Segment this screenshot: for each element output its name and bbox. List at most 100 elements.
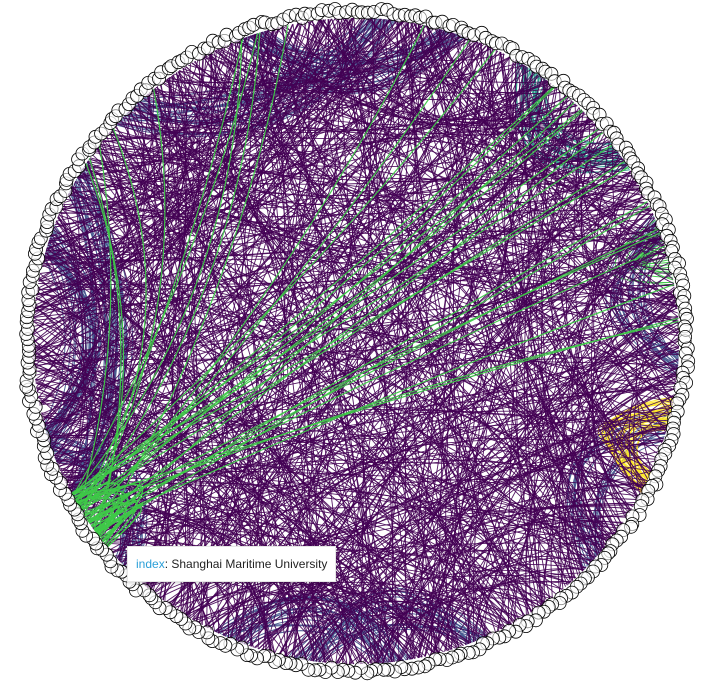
chord-edge xyxy=(417,232,661,658)
chord-edge-green xyxy=(91,201,648,528)
chord-edge xyxy=(116,123,654,216)
chord-edge xyxy=(572,426,668,572)
chord-edge xyxy=(483,519,623,638)
chord-edge xyxy=(38,279,493,635)
chord-edge xyxy=(164,33,458,84)
chord-edge xyxy=(489,47,643,192)
chord-edge xyxy=(127,111,616,534)
chord-edge xyxy=(93,519,512,625)
chord-edge xyxy=(71,492,571,584)
chord-edge-green xyxy=(96,205,650,535)
chord-edge xyxy=(192,599,464,646)
chord-edge-green xyxy=(78,144,112,508)
chord-edge-green xyxy=(94,102,575,532)
chord-edge xyxy=(252,31,450,90)
chord-edge-green xyxy=(80,32,261,511)
chord-edge xyxy=(74,181,592,563)
chord-edge xyxy=(215,592,507,633)
chord-edge xyxy=(97,340,680,535)
chord-edge xyxy=(116,36,249,559)
chord-edge xyxy=(451,50,497,650)
chord-edge xyxy=(229,549,597,639)
chord-edge xyxy=(57,217,321,663)
chord-edge xyxy=(158,19,322,598)
chord-edge-green xyxy=(81,96,568,512)
graph-node[interactable] xyxy=(678,329,692,344)
chord-edge xyxy=(98,159,624,537)
chord-edge xyxy=(56,437,662,462)
chord-edge xyxy=(476,336,680,641)
chord-edge xyxy=(41,416,505,629)
chord-edge xyxy=(44,31,450,427)
chord-edge xyxy=(149,58,201,591)
chord-edge xyxy=(404,21,525,618)
chord-edge xyxy=(335,32,454,664)
chord-edge xyxy=(82,169,663,240)
chord-edge xyxy=(338,229,660,664)
chord-edge xyxy=(255,521,624,649)
chord-edge xyxy=(36,161,625,391)
chord-edge xyxy=(315,597,547,662)
chord-edge xyxy=(198,34,255,624)
hover-tooltip: index: Shanghai Maritime University xyxy=(127,546,337,582)
chord-edge xyxy=(312,20,439,654)
chord-edge xyxy=(318,19,512,79)
chord-edge xyxy=(33,321,243,644)
chord-edge xyxy=(609,212,672,410)
chord-edge xyxy=(38,51,213,282)
chord-edge xyxy=(550,100,600,554)
chord-edge-green xyxy=(89,228,660,524)
band-left-slate xyxy=(43,257,66,425)
chord-edge-green xyxy=(83,89,166,515)
chord-edge xyxy=(67,194,678,308)
chord-edge-green xyxy=(74,85,555,501)
chord-edge xyxy=(449,31,663,239)
chord-edge xyxy=(312,503,635,662)
chord-edge xyxy=(33,351,488,637)
chord-edge xyxy=(327,19,518,622)
chord-edge xyxy=(385,19,573,582)
chord-edge xyxy=(82,29,442,170)
chord-edge-green xyxy=(88,132,604,524)
band-right-slate xyxy=(619,228,679,364)
chord-edge-green xyxy=(95,515,126,542)
chord-edge xyxy=(467,376,678,645)
chord-edge xyxy=(69,27,279,193)
chord-edge xyxy=(173,100,573,608)
chord-edge xyxy=(77,69,532,182)
chord-edge xyxy=(574,103,671,416)
chord-edge xyxy=(36,22,303,292)
chord-edge xyxy=(34,18,381,306)
chord-edge-green xyxy=(76,317,679,504)
chord-edge xyxy=(39,273,436,655)
chord-edge xyxy=(580,318,679,549)
chord-edge xyxy=(345,18,576,579)
chord-edge-green xyxy=(73,488,96,506)
chord-edge xyxy=(209,52,649,204)
chord-edge-green xyxy=(71,109,582,495)
chord-edge xyxy=(64,46,224,203)
chord-edge xyxy=(149,189,642,590)
chord-edge-green xyxy=(87,25,425,522)
chord-edge xyxy=(108,132,492,635)
chord-edge-green xyxy=(74,479,112,502)
chord-edge xyxy=(96,235,662,535)
chord-edge xyxy=(348,43,483,664)
chord-edge xyxy=(452,36,471,644)
chord-edge xyxy=(438,568,585,654)
chord-edge xyxy=(282,26,549,83)
chord-edge xyxy=(32,333,416,659)
chord-edge xyxy=(71,191,643,494)
chord-edge xyxy=(266,30,653,470)
chord-edge xyxy=(337,18,460,648)
chord-edge xyxy=(105,455,657,546)
chord-edge xyxy=(533,177,636,606)
chord-edge xyxy=(264,243,665,652)
chord-edge xyxy=(32,337,136,577)
chord-edge xyxy=(65,198,659,233)
chord-edge-green xyxy=(75,492,123,536)
chord-edge xyxy=(36,20,312,292)
chord-edge xyxy=(396,20,617,533)
chord-edge xyxy=(105,181,638,546)
chord-edge-green xyxy=(71,482,120,524)
